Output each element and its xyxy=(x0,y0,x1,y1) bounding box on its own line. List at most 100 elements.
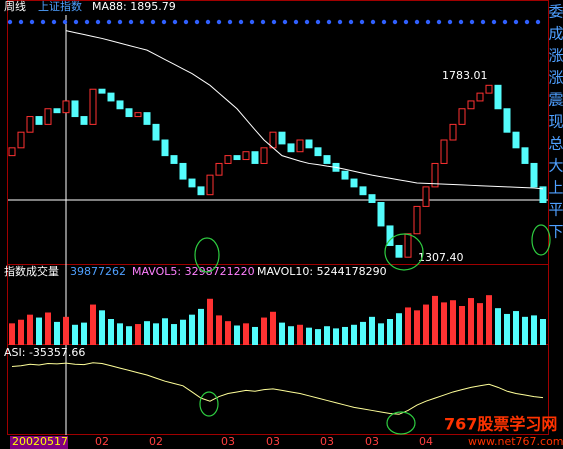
circle xyxy=(199,391,219,417)
volume-bar xyxy=(189,314,195,345)
dot xyxy=(326,19,332,25)
volume-bar xyxy=(90,304,96,345)
dot xyxy=(502,19,508,25)
candle xyxy=(377,202,385,227)
volume-bar xyxy=(504,313,510,345)
volume-bar xyxy=(261,317,267,345)
candle xyxy=(512,131,520,149)
x-tick-label: 20020517 xyxy=(12,435,68,448)
dot xyxy=(150,19,156,25)
dot xyxy=(370,19,376,25)
candle xyxy=(323,155,331,164)
volume-bar xyxy=(288,326,294,345)
volume-bar xyxy=(207,298,213,345)
volume-bar xyxy=(378,323,384,345)
candle xyxy=(251,151,259,164)
volume-bar xyxy=(225,321,231,345)
candle xyxy=(287,143,295,153)
high-annotation: 1783.01 xyxy=(442,69,488,82)
side-label: 总 xyxy=(548,135,563,153)
candle xyxy=(503,108,511,133)
candle xyxy=(62,100,70,114)
candle xyxy=(278,131,286,145)
dot xyxy=(447,19,453,25)
volume-bar xyxy=(513,311,519,345)
candle xyxy=(17,131,25,149)
candle xyxy=(458,108,466,125)
dot xyxy=(172,19,178,25)
volume-bar xyxy=(171,324,177,345)
watermark-url: www.net767.com xyxy=(468,435,563,448)
candle xyxy=(368,194,376,203)
side-label: 上 xyxy=(548,179,563,197)
volume-bar xyxy=(234,325,240,345)
candle xyxy=(260,147,268,164)
volume-bar xyxy=(18,319,24,345)
dot xyxy=(29,19,35,25)
mavol5: MAVOL5: 3298721220 xyxy=(132,265,255,278)
volume-bar xyxy=(144,321,150,345)
volume-bar xyxy=(432,295,438,345)
candle xyxy=(53,108,61,114)
volume-bar xyxy=(153,323,159,345)
side-label: 成 xyxy=(548,25,563,43)
dot xyxy=(513,19,519,25)
x-tick-label: 03 xyxy=(320,435,334,448)
side-label: 委 xyxy=(548,3,563,21)
volume-bar xyxy=(468,298,474,345)
volume-bar xyxy=(63,316,69,345)
volume-bar xyxy=(45,312,51,345)
candle xyxy=(71,100,79,118)
dot xyxy=(73,19,79,25)
volume-bar xyxy=(180,319,186,345)
volume-bar xyxy=(342,326,348,345)
volume-bar xyxy=(369,316,375,345)
candle xyxy=(449,123,457,141)
volume-bar xyxy=(333,328,339,345)
volume-bar xyxy=(351,324,357,345)
asi-panel xyxy=(7,344,549,435)
candle xyxy=(170,155,178,164)
candle xyxy=(422,186,430,207)
volume-bar xyxy=(9,323,15,345)
dot xyxy=(337,19,343,25)
asi-line xyxy=(11,362,544,415)
volume-bar xyxy=(441,302,447,345)
x-tick-label: 03 xyxy=(365,435,379,448)
volume-title: 指数成交量 xyxy=(4,264,59,278)
low-annotation: 1307.40 xyxy=(418,251,464,264)
candle xyxy=(89,88,97,125)
dot xyxy=(271,19,277,25)
volume-bar xyxy=(396,313,402,345)
volume-bar xyxy=(117,323,123,345)
volume-bar xyxy=(54,321,60,345)
x-label-bg xyxy=(10,436,68,449)
volume-bar xyxy=(27,314,33,345)
dot xyxy=(436,19,442,25)
x-tick-label: 03 xyxy=(221,435,235,448)
circle xyxy=(194,237,220,273)
side-label: 平 xyxy=(548,201,563,219)
circle xyxy=(384,233,424,271)
volume-bar xyxy=(99,310,105,345)
side-label: 现 xyxy=(548,113,563,131)
volume-bar xyxy=(531,315,537,345)
dot xyxy=(535,19,541,25)
candle xyxy=(215,162,223,176)
candle xyxy=(80,116,88,125)
dot xyxy=(139,19,145,25)
dot xyxy=(18,19,24,25)
asi-label: ASI: -35357.66 xyxy=(4,346,85,359)
dot xyxy=(315,19,321,25)
dot xyxy=(183,19,189,25)
candle xyxy=(134,112,142,118)
candle xyxy=(485,84,493,94)
mask xyxy=(70,55,440,85)
candle xyxy=(431,162,439,188)
candle xyxy=(188,178,196,188)
dot xyxy=(491,19,497,25)
side-label: 涨 xyxy=(548,47,563,65)
dot xyxy=(480,19,486,25)
volume-bar xyxy=(36,317,42,345)
